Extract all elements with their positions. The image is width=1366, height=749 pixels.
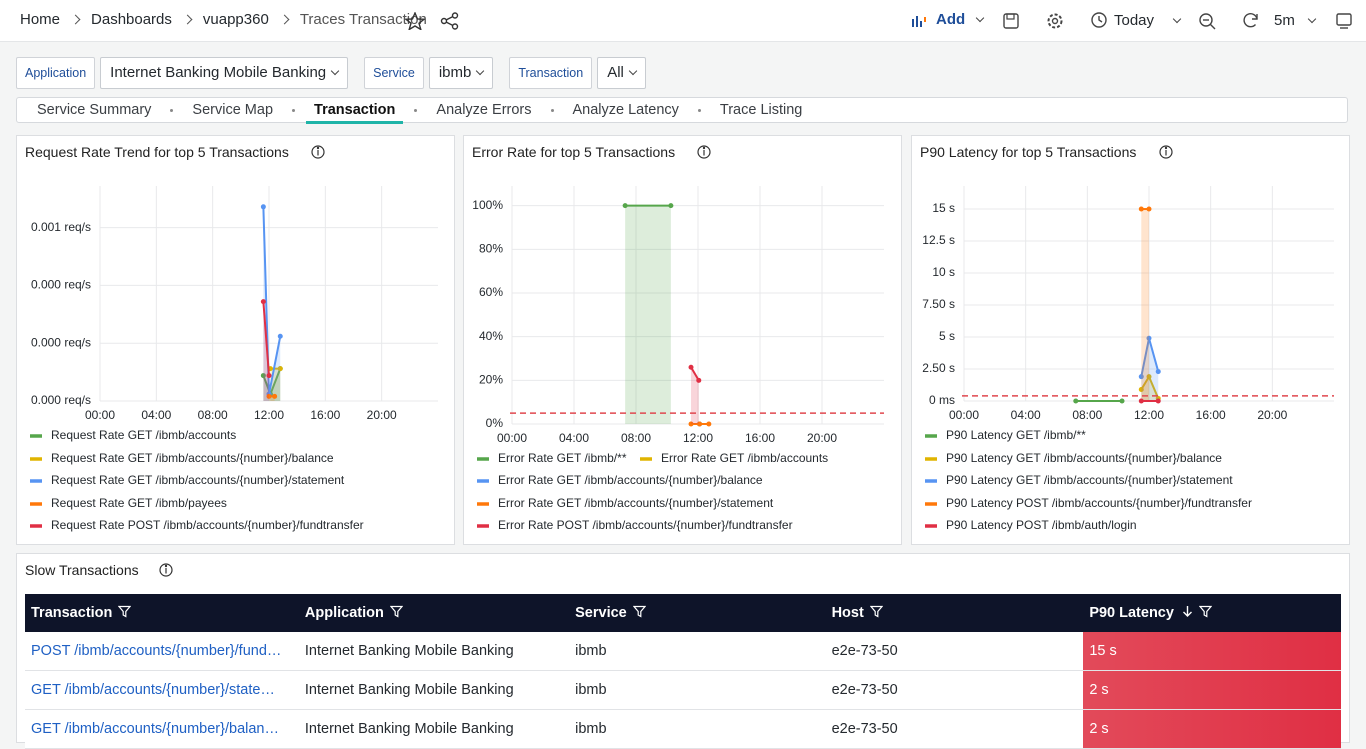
column-header[interactable]: P90 Latency <box>1083 594 1341 632</box>
table-cell: Internet Banking Mobile Banking <box>299 710 569 749</box>
dropdown-chevron <box>476 67 484 75</box>
column-title: P90 Latency <box>1089 605 1174 621</box>
tab-separator <box>551 109 554 112</box>
filter-dropdown[interactable]: ibmb <box>429 57 494 89</box>
sort-icon[interactable] <box>1182 605 1193 618</box>
column-title: Application <box>305 605 384 621</box>
column-header[interactable]: Transaction <box>25 594 299 632</box>
chart-panel <box>463 135 902 545</box>
transaction-link[interactable]: POST /ibmb/accounts/{number}/fund… <box>25 632 299 671</box>
breadcrumb-separator <box>279 15 289 25</box>
filter-dropdown[interactable]: Internet Banking Mobile Banking <box>100 57 348 89</box>
breadcrumb-separator <box>71 15 81 25</box>
filter-value: ibmb <box>439 64 472 81</box>
table-cell: e2e-73-50 <box>826 671 1084 710</box>
filter-icon[interactable] <box>870 605 883 618</box>
tab[interactable]: Analyze Errors <box>434 102 533 118</box>
table-cell: ibmb <box>569 671 825 710</box>
share-icon[interactable] <box>440 12 460 30</box>
table-cell: e2e-73-50 <box>826 710 1084 749</box>
table-cell: e2e-73-50 <box>826 632 1084 671</box>
breadcrumb[interactable]: vuapp360 <box>203 11 269 28</box>
slow-transactions-table: Transaction Application Service Host P90 Lat… <box>25 594 1341 749</box>
panel-title: Slow Transactions <box>25 562 139 578</box>
star-icon[interactable] <box>405 12 425 30</box>
zoom-out-icon[interactable] <box>1198 12 1216 30</box>
top-bar: HomeDashboardsvuapp360Traces Transaction… <box>0 0 1366 42</box>
refresh-interval: 5m <box>1274 12 1295 29</box>
column-title: Host <box>832 605 864 621</box>
chart-panel <box>911 135 1350 545</box>
filter-label: Service <box>364 57 424 89</box>
tab-separator <box>698 109 701 112</box>
table-cell: Internet Banking Mobile Banking <box>299 671 569 710</box>
column-header[interactable]: Service <box>569 594 825 632</box>
table-cell: ibmb <box>569 632 825 671</box>
filter-icon[interactable] <box>390 605 403 618</box>
tab-separator <box>414 109 417 112</box>
clock-icon <box>1090 11 1108 29</box>
table-row: GET /ibmb/accounts/{number}/state…Intern… <box>25 671 1341 710</box>
panel-title: P90 Latency for top 5 Transactions <box>920 144 1136 160</box>
table-cell: Internet Banking Mobile Banking <box>299 632 569 671</box>
table-row: POST /ibmb/accounts/{number}/fund…Intern… <box>25 632 1341 671</box>
dropdown-chevron <box>331 67 339 75</box>
table-cell: 15 s <box>1083 632 1341 671</box>
filter-value: All <box>607 64 624 81</box>
transaction-link[interactable]: GET /ibmb/accounts/{number}/balan… <box>25 710 299 749</box>
filter-icon[interactable] <box>633 605 646 618</box>
chart-panel <box>16 135 455 545</box>
tab[interactable]: Service Map <box>190 102 275 118</box>
time-picker[interactable]: Today <box>1090 11 1180 29</box>
column-header[interactable]: Host <box>826 594 1084 632</box>
table-cell: 2 s <box>1083 671 1341 710</box>
table-cell: ibmb <box>569 710 825 749</box>
column-header[interactable]: Application <box>299 594 569 632</box>
time-range: Today <box>1114 12 1154 29</box>
breadcrumb[interactable]: Home <box>20 11 60 28</box>
filter-value: Internet Banking Mobile Banking <box>110 64 326 81</box>
view-icon[interactable] <box>1335 12 1353 30</box>
add-icon <box>912 13 930 27</box>
filter-dropdown[interactable]: All <box>597 57 646 89</box>
table-cell: 2 s <box>1083 710 1341 749</box>
save-icon[interactable] <box>1002 12 1020 30</box>
filter: Application Internet Banking Mobile Banki… <box>16 57 348 89</box>
panel-title: Request Rate Trend for top 5 Transaction… <box>25 144 289 160</box>
tab-separator <box>292 109 295 112</box>
tab[interactable]: Transaction <box>312 102 397 118</box>
filter: Service ibmb <box>364 57 493 89</box>
refresh-picker[interactable]: 5m <box>1242 11 1315 29</box>
filter-icon[interactable] <box>118 605 131 618</box>
filter-label: Application <box>16 57 95 89</box>
tab[interactable]: Service Summary <box>35 102 153 118</box>
breadcrumb-separator <box>182 15 192 25</box>
add-button[interactable]: Add <box>912 11 983 28</box>
dropdown-chevron <box>629 67 637 75</box>
table-row: GET /ibmb/accounts/{number}/balan…Intern… <box>25 710 1341 749</box>
refresh-icon <box>1242 11 1260 29</box>
tab-separator <box>170 109 173 112</box>
breadcrumb[interactable]: Dashboards <box>91 11 172 28</box>
settings-icon[interactable] <box>1046 12 1064 30</box>
tab-bar: Service Summary Service Map Transaction Ana… <box>16 97 1348 123</box>
add-label: Add <box>936 11 965 28</box>
tab[interactable]: Trace Listing <box>718 102 804 118</box>
panel-title: Error Rate for top 5 Transactions <box>472 144 675 160</box>
filter-bar: Application Internet Banking Mobile Banki… <box>16 57 646 89</box>
breadcrumbs: HomeDashboardsvuapp360Traces Transaction <box>20 11 427 28</box>
filter-icon[interactable] <box>1199 605 1212 618</box>
column-title: Transaction <box>31 605 112 621</box>
transaction-link[interactable]: GET /ibmb/accounts/{number}/state… <box>25 671 299 710</box>
filter: Transaction All <box>509 57 646 89</box>
filter-label: Transaction <box>509 57 592 89</box>
column-title: Service <box>575 605 627 621</box>
tab[interactable]: Analyze Latency <box>571 102 681 118</box>
